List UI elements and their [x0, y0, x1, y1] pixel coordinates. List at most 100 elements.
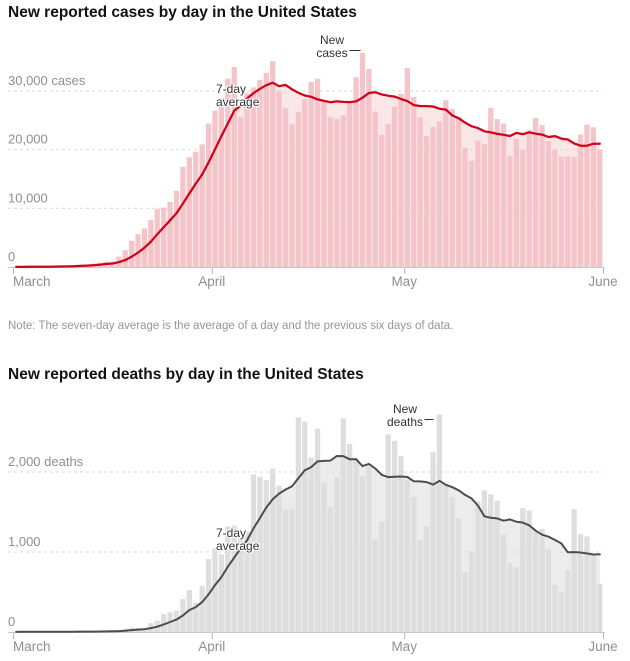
cases-y-tick-label: 20,000: [8, 132, 48, 147]
cases-bar: [507, 156, 513, 267]
deaths-bar: [193, 602, 199, 632]
cases-bar: [468, 160, 475, 267]
deaths-bar: [173, 610, 180, 632]
deaths-bar: [584, 536, 590, 632]
cases-bar: [404, 68, 411, 267]
deaths-bar: [327, 507, 334, 632]
deaths-bar: [199, 586, 205, 632]
cases-y-tick-label: 0: [8, 249, 15, 264]
cases-bar: [334, 118, 340, 267]
deaths-x-tick-label: May: [391, 639, 417, 654]
deaths-bar: [289, 508, 295, 632]
deaths-bar: [590, 555, 596, 632]
deaths-bar: [225, 526, 231, 632]
cases-bar: [462, 147, 468, 267]
deaths-bar: [520, 508, 526, 632]
cases-bar: [597, 149, 603, 267]
deaths-bar: [436, 414, 443, 632]
cases-bar: [205, 123, 212, 267]
deaths-bar: [500, 534, 507, 632]
deaths-bar: [494, 500, 500, 632]
deaths-bar: [359, 476, 366, 632]
deaths-x-tick-label: April: [198, 639, 225, 654]
cases-bar: [436, 121, 443, 267]
cases-bar: [244, 93, 250, 267]
deaths-bar: [481, 490, 487, 632]
cases-bar: [276, 91, 282, 267]
cases-bar: [565, 156, 571, 267]
deaths-bar: [244, 531, 250, 632]
cases-bar: [456, 116, 462, 267]
deaths-peak-annotation: New deaths: [386, 402, 424, 429]
cases-x-tick-label: June: [588, 274, 617, 289]
cases-bar: [289, 124, 295, 268]
deaths-bar: [314, 428, 321, 632]
cases-bar: [154, 208, 160, 267]
deaths-bar: [533, 531, 539, 632]
deaths-bar: [231, 525, 237, 632]
cases-bar: [199, 144, 205, 267]
deaths-bar: [161, 614, 167, 632]
cases-bar: [193, 151, 199, 267]
deaths-bar: [282, 509, 289, 632]
cases-bar: [180, 166, 186, 267]
cases-bar: [545, 141, 552, 267]
cases-bar: [533, 117, 539, 267]
deaths-bar: [321, 482, 327, 632]
deaths-bar: [218, 554, 225, 632]
deaths-bar: [295, 417, 301, 632]
deaths-bar: [507, 562, 513, 632]
deaths-bar: [423, 526, 430, 632]
cases-bar: [443, 100, 449, 268]
deaths-bar: [417, 540, 423, 632]
cases-bar: [366, 69, 372, 267]
cases-bar: [135, 234, 141, 267]
cases-bar: [411, 96, 417, 267]
deaths-bar: [379, 521, 385, 632]
deaths-avg-annotation: 7-day average: [216, 526, 260, 553]
cases-y-tick-label: 10,000: [8, 190, 48, 205]
cases-bar: [186, 157, 192, 267]
deaths-bar: [404, 480, 411, 632]
deaths-bar: [411, 496, 417, 632]
cases-bar: [250, 87, 257, 267]
deaths-bar: [513, 567, 520, 632]
cases-bar: [122, 250, 128, 267]
cases-bar: [314, 78, 321, 268]
deaths-bar: [558, 591, 564, 632]
deaths-bar: [565, 570, 571, 632]
cases-bar: [423, 135, 430, 267]
deaths-y-tick-label: 0: [8, 614, 15, 629]
cases-x-tick-label: March: [13, 274, 51, 289]
deaths-bar: [212, 548, 218, 632]
deaths-x-tick-label: June: [588, 639, 617, 654]
deaths-bar: [552, 584, 558, 632]
deaths-bar: [391, 440, 398, 632]
cases-bar: [347, 100, 353, 268]
deaths-bar: [539, 528, 545, 632]
deaths-bar: [475, 501, 481, 632]
cases-bar: [577, 134, 584, 267]
deaths-bar: [526, 510, 532, 632]
cases-bar: [385, 124, 391, 268]
deaths-bar: [597, 583, 603, 632]
cases-bar: [327, 117, 334, 267]
deaths-bar: [366, 467, 372, 632]
cases-bar: [372, 111, 378, 267]
deaths-bar: [276, 485, 282, 632]
cases-bar: [391, 106, 398, 267]
cases-bar: [513, 138, 520, 267]
deaths-bar: [456, 518, 462, 632]
cases-bar: [238, 117, 244, 267]
deaths-bar: [308, 457, 314, 632]
cases-bar: [430, 127, 436, 267]
deaths-bar: [430, 452, 436, 632]
cases-bar: [398, 93, 404, 268]
cases-bar: [270, 61, 276, 267]
deaths-bar: [302, 421, 308, 632]
cases-bar: [308, 81, 314, 267]
cases-x-tick-label: May: [391, 274, 417, 289]
deaths-bar: [263, 480, 269, 632]
deaths-bar: [238, 538, 244, 632]
